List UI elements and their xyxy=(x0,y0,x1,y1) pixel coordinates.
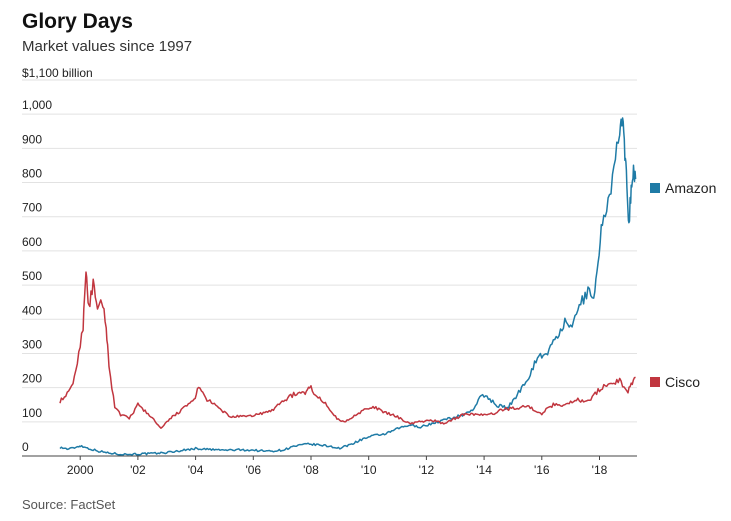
y-tick-label: 500 xyxy=(22,269,42,283)
chart-title: Glory Days xyxy=(22,10,133,33)
x-tick-label: '04 xyxy=(188,463,204,477)
legend-amazon-swatch xyxy=(650,183,660,193)
legend-amazon-label: Amazon xyxy=(665,180,717,196)
x-tick-label: '18 xyxy=(592,463,608,477)
gridlines xyxy=(22,79,637,457)
legend-cisco-label: Cisco xyxy=(665,374,701,390)
x-tick-label: '02 xyxy=(130,463,146,477)
x-tick-label: '14 xyxy=(476,463,492,477)
x-tick-label: '10 xyxy=(361,463,377,477)
y-axis-ticks: 0 100 200 300 400 500 600 700 800 900 1,000 xyxy=(22,98,52,454)
y-tick-label: 600 xyxy=(22,235,42,249)
chart-subtitle: Market values since 1997 xyxy=(22,38,193,55)
series-line-amazon xyxy=(59,117,637,456)
x-tick-label: '16 xyxy=(534,463,550,477)
series-line-cisco xyxy=(59,271,636,429)
x-tick-label: '12 xyxy=(419,463,435,477)
y-tick-label: 800 xyxy=(22,167,42,181)
x-tick-label: '06 xyxy=(245,463,261,477)
x-tick-label: 2000 xyxy=(67,463,94,477)
series-lines xyxy=(59,117,637,456)
y-tick-label: 900 xyxy=(22,132,42,146)
legend-cisco-swatch xyxy=(650,377,660,387)
y-tick-label: 200 xyxy=(22,372,42,386)
y-tick-label: 300 xyxy=(22,337,42,351)
y-tick-label: 700 xyxy=(22,201,42,215)
y-axis-unit-label: $1,100 billion xyxy=(22,66,93,80)
source-note: Source: FactSet xyxy=(22,497,116,512)
y-tick-label: 100 xyxy=(22,406,42,420)
legend-amazon: Amazon xyxy=(650,180,716,196)
x-tick-label: '08 xyxy=(303,463,319,477)
y-tick-label: 1,000 xyxy=(22,98,52,112)
y-tick-label: 400 xyxy=(22,303,42,317)
legend-cisco: Cisco xyxy=(650,374,700,390)
y-tick-label: 0 xyxy=(22,440,29,454)
x-axis-ticks: 2000 '02 '04 '06 '08 '10 '12 '14 '16 '18 xyxy=(67,456,608,477)
